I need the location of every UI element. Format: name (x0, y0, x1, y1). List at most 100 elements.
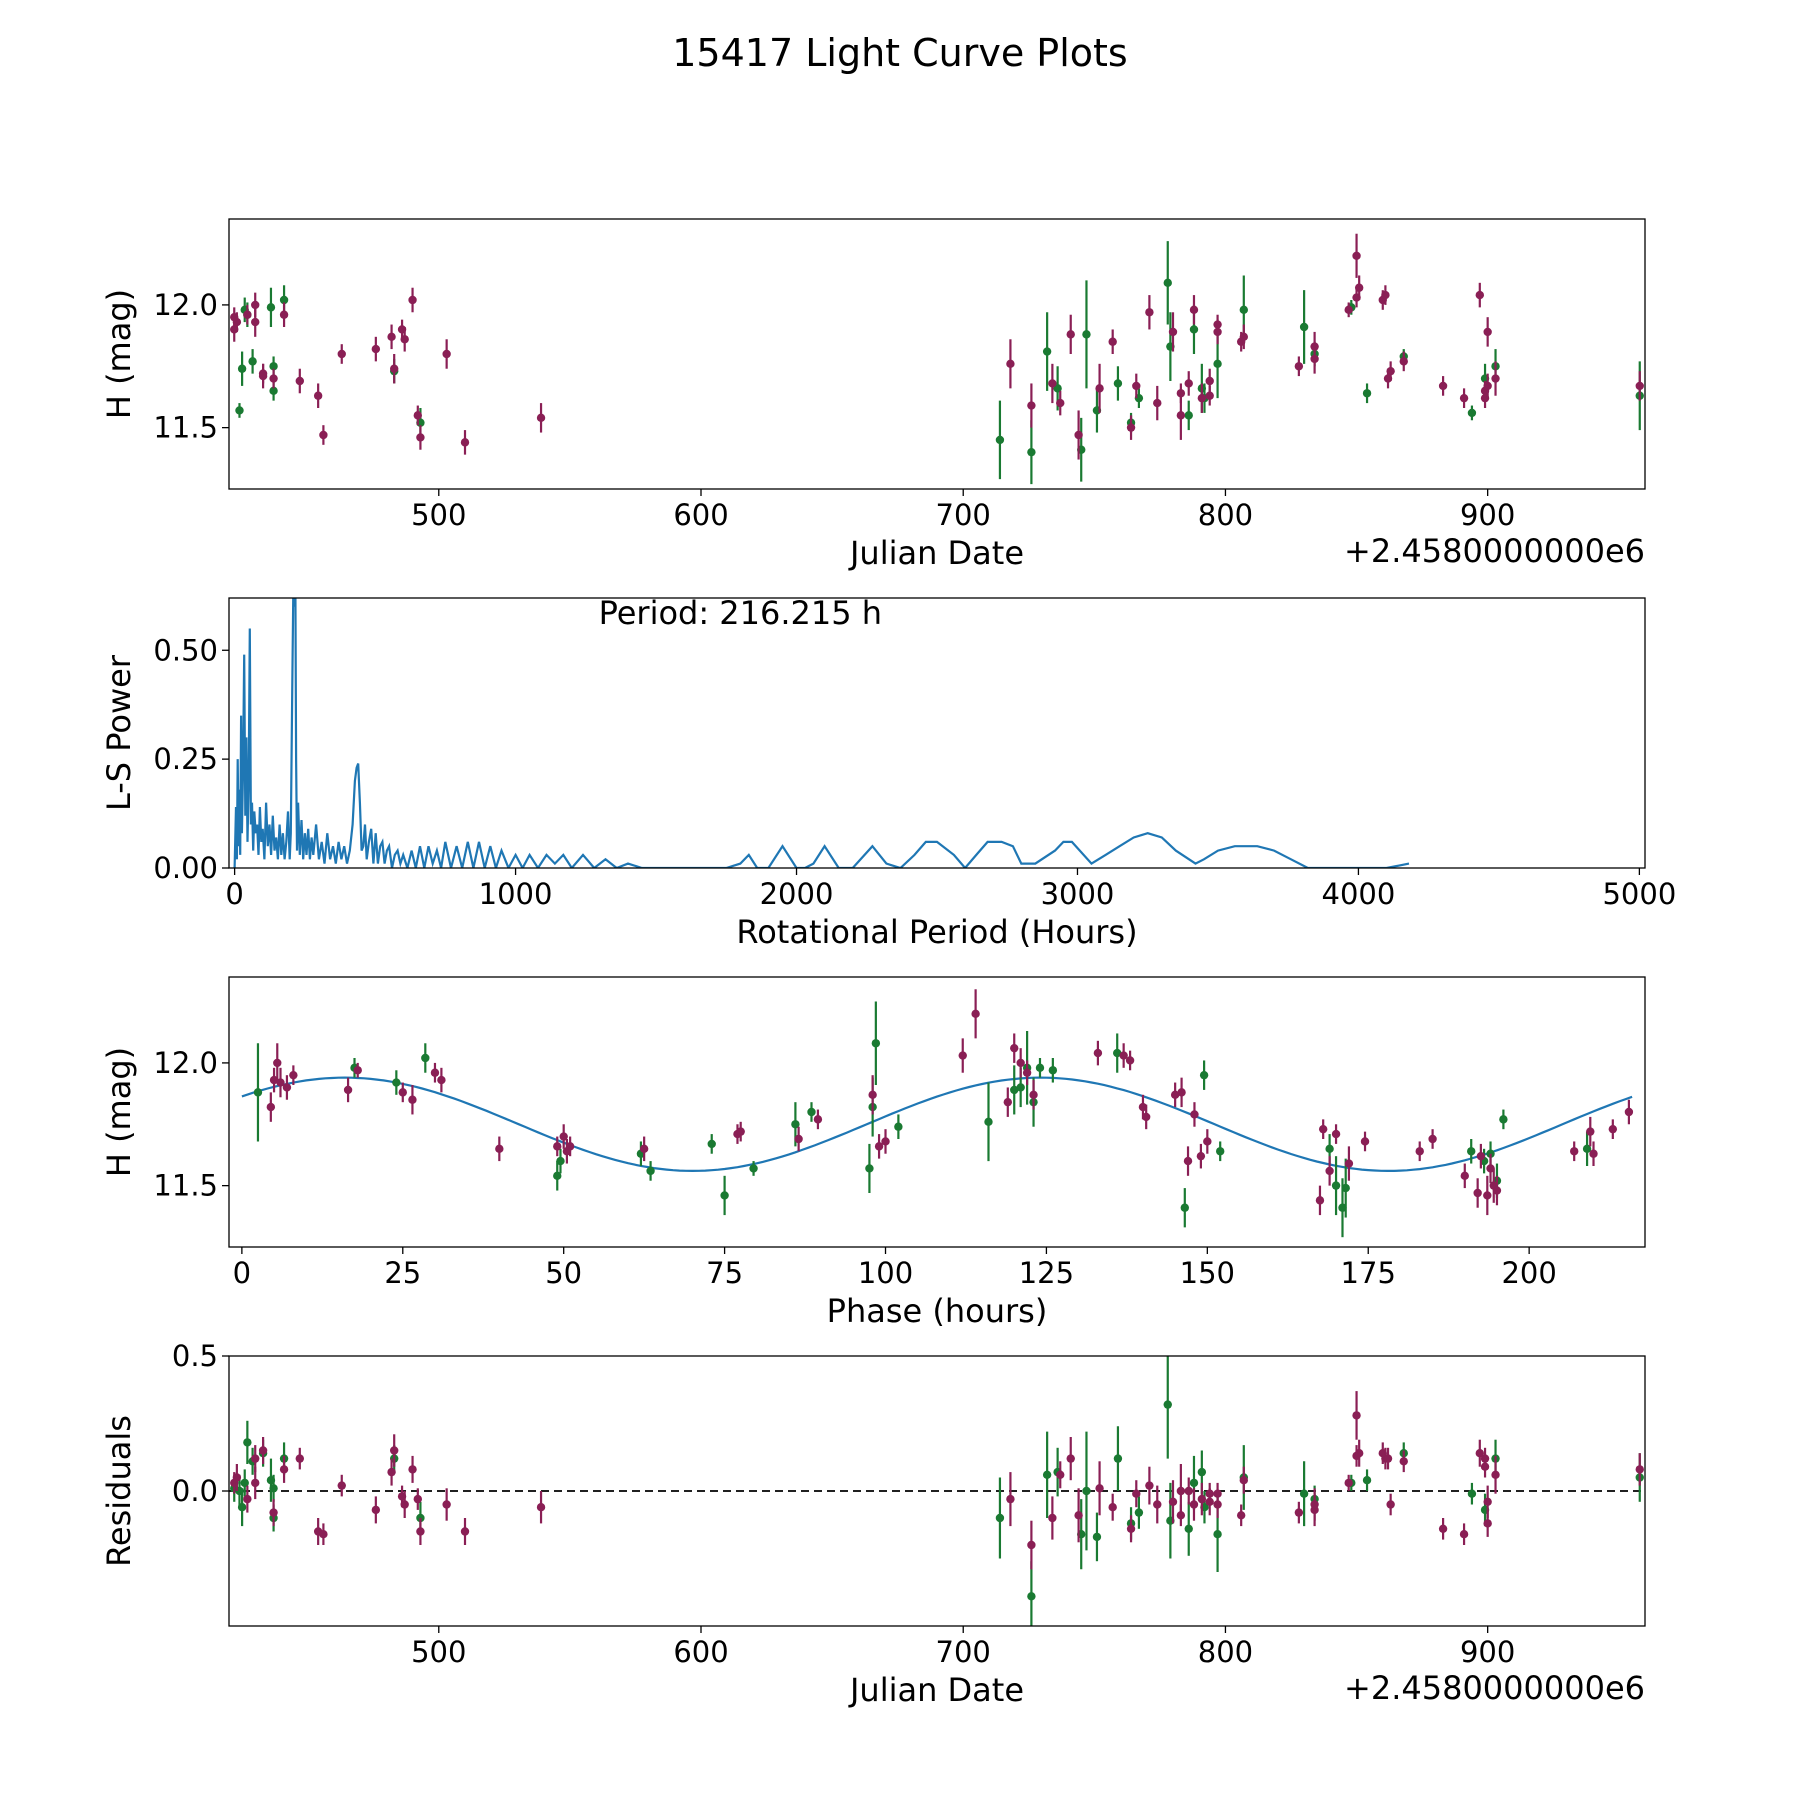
data-point-g (1467, 1489, 1477, 1498)
data-point-r (1184, 379, 1193, 388)
data-point-r (1239, 332, 1249, 342)
data-point-r (1066, 1454, 1075, 1463)
data-point-r (1399, 357, 1408, 366)
data-point-r (1352, 251, 1361, 261)
x-tick-label: 150 (1180, 1256, 1235, 1290)
data-point-r (1459, 393, 1469, 403)
data-point-g (1134, 1508, 1144, 1517)
data-point-r (1491, 374, 1500, 383)
data-point-r (273, 1058, 282, 1068)
data-point-g (1042, 1470, 1052, 1480)
data-point-r (413, 1494, 422, 1504)
data-point-r (559, 1132, 568, 1141)
data-point-r (251, 1454, 260, 1463)
data-point-g (235, 406, 244, 415)
data-point-r (251, 300, 260, 310)
data-point-r (430, 1068, 440, 1077)
data-point-r (400, 335, 409, 344)
data-point-r (1608, 1124, 1618, 1134)
data-point-g (1362, 389, 1372, 398)
x-tick-label: 700 (936, 1635, 991, 1669)
data-point-r (416, 1527, 425, 1536)
data-point-r (1074, 430, 1083, 440)
data-point-r (1126, 423, 1136, 432)
data-point-g (1163, 278, 1172, 288)
data-point-r (387, 332, 396, 342)
x-tick-label: 900 (1460, 498, 1515, 532)
data-point-r (319, 430, 328, 440)
data-point-r (736, 1127, 745, 1136)
data-point-r (1126, 1524, 1136, 1534)
x-axis-label: Rotational Period (Hours) (736, 913, 1137, 951)
data-point-g (1042, 347, 1052, 356)
data-point-r (269, 374, 278, 383)
figure-title: 15417 Light Curve Plots (672, 31, 1127, 75)
data-point-g (1582, 1144, 1592, 1154)
data-point-r (390, 364, 399, 373)
data-point-r (1153, 398, 1162, 408)
data-point-r (1048, 1513, 1057, 1523)
data-point-r (1145, 1481, 1154, 1490)
data-point-r (319, 1530, 328, 1539)
data-point-r (1428, 1134, 1437, 1144)
data-point-r (1213, 1500, 1222, 1509)
y-tick-label: 12.0 (153, 288, 218, 322)
data-point-r (1176, 1511, 1186, 1520)
data-point-r (343, 1085, 353, 1095)
data-point-g (1092, 1532, 1102, 1542)
plot-area (230, 233, 1644, 485)
data-point-g (237, 364, 247, 373)
data-point-r (1438, 381, 1448, 391)
x-tick-label: 0 (225, 877, 243, 911)
data-point-r (1205, 376, 1214, 386)
data-point-g (646, 1166, 655, 1176)
y-axis-label: H (mag) (100, 289, 138, 419)
data-point-g (1325, 1144, 1334, 1154)
data-point-r (390, 1446, 399, 1455)
data-point-r (1176, 411, 1186, 420)
data-point-r (1344, 1159, 1354, 1168)
data-point-g (1048, 1066, 1058, 1075)
y-axis-label: H (mag) (100, 1047, 138, 1177)
data-point-g (240, 1478, 249, 1488)
data-point-g (1027, 447, 1036, 457)
x-offset-text: +2.4580000000e6 (1344, 1669, 1645, 1707)
data-point-r (371, 344, 381, 354)
y-axis-label: Residuals (100, 1415, 138, 1567)
x-tick-label: 200 (1501, 1256, 1556, 1290)
data-point-r (1354, 1449, 1364, 1458)
data-point-g (253, 1088, 263, 1097)
data-point-r (1189, 1500, 1199, 1509)
data-point-r (1197, 1494, 1207, 1504)
y-axis-label: L-S Power (100, 654, 138, 811)
data-point-r (1460, 1171, 1469, 1181)
data-point-r (413, 411, 422, 420)
data-point-r (243, 310, 252, 319)
data-point-r (1483, 381, 1492, 391)
data-point-r (1153, 1500, 1162, 1509)
data-point-r (337, 1481, 346, 1490)
plot-area (241, 989, 1634, 1238)
data-point-r (1029, 1090, 1038, 1100)
y-tick-label: 11.5 (153, 1169, 218, 1203)
x-tick-label: 500 (411, 498, 466, 532)
data-point-g (894, 1122, 903, 1131)
axes-frame (228, 976, 1646, 1248)
data-point-g (1338, 1203, 1347, 1212)
data-point-g (1027, 1592, 1036, 1601)
data-point-r (258, 1446, 268, 1455)
data-point-r (1108, 337, 1117, 346)
data-point-r (1141, 1112, 1151, 1122)
data-point-r (1586, 1127, 1595, 1136)
data-point-r (408, 295, 417, 305)
data-point-r (1310, 354, 1319, 364)
data-point-r (1125, 1056, 1135, 1065)
data-point-g (1299, 322, 1309, 332)
data-point-g (1216, 1147, 1225, 1156)
data-point-r (295, 376, 304, 386)
y-tick-label: 11.5 (153, 411, 218, 445)
data-point-r (639, 1144, 649, 1154)
y-tick-label: 0.5 (172, 1339, 218, 1373)
data-point-g (1113, 379, 1123, 388)
x-tick-label: 4000 (1322, 877, 1396, 911)
